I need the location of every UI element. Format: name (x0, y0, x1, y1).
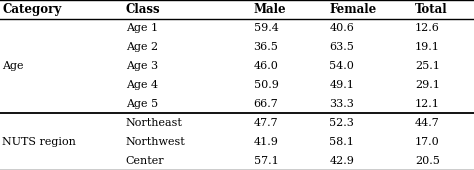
Text: 59.4: 59.4 (254, 23, 278, 33)
Text: 42.9: 42.9 (329, 156, 354, 166)
Text: Age 1: Age 1 (126, 23, 158, 33)
Text: 19.1: 19.1 (415, 42, 439, 52)
Text: Age 4: Age 4 (126, 80, 158, 90)
Text: 57.1: 57.1 (254, 156, 278, 166)
Text: 49.1: 49.1 (329, 80, 354, 90)
Text: Northeast: Northeast (126, 118, 182, 128)
Text: 17.0: 17.0 (415, 137, 439, 147)
Text: 33.3: 33.3 (329, 99, 354, 109)
Text: Center: Center (126, 156, 164, 166)
Text: Northwest: Northwest (126, 137, 185, 147)
Text: 47.7: 47.7 (254, 118, 278, 128)
Text: 52.3: 52.3 (329, 118, 354, 128)
Text: 29.1: 29.1 (415, 80, 439, 90)
Text: Total: Total (415, 3, 447, 16)
Text: 36.5: 36.5 (254, 42, 278, 52)
Text: 66.7: 66.7 (254, 99, 278, 109)
Text: Category: Category (2, 3, 62, 16)
Text: 58.1: 58.1 (329, 137, 354, 147)
Text: 46.0: 46.0 (254, 61, 278, 71)
Text: 54.0: 54.0 (329, 61, 354, 71)
Text: 25.1: 25.1 (415, 61, 439, 71)
Text: 44.7: 44.7 (415, 118, 439, 128)
Text: 40.6: 40.6 (329, 23, 354, 33)
Text: Age: Age (2, 61, 24, 71)
Text: 20.5: 20.5 (415, 156, 439, 166)
Text: Male: Male (254, 3, 286, 16)
Text: 41.9: 41.9 (254, 137, 278, 147)
Text: Age 3: Age 3 (126, 61, 158, 71)
Text: Female: Female (329, 3, 377, 16)
Text: NUTS region: NUTS region (2, 137, 76, 147)
Text: 12.6: 12.6 (415, 23, 439, 33)
Text: 12.1: 12.1 (415, 99, 439, 109)
Text: Age 2: Age 2 (126, 42, 158, 52)
Text: 50.9: 50.9 (254, 80, 278, 90)
Text: 63.5: 63.5 (329, 42, 354, 52)
Text: Age 5: Age 5 (126, 99, 158, 109)
Text: Class: Class (126, 3, 160, 16)
